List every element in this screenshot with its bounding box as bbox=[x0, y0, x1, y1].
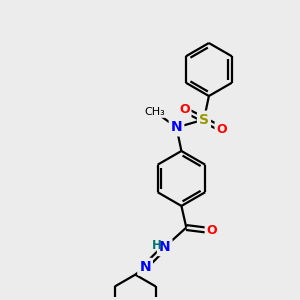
Text: O: O bbox=[179, 103, 190, 116]
Text: H: H bbox=[152, 239, 162, 252]
Text: O: O bbox=[216, 123, 227, 136]
Text: N: N bbox=[139, 260, 151, 274]
Text: CH₃: CH₃ bbox=[145, 107, 165, 117]
Text: N: N bbox=[159, 240, 170, 254]
Text: O: O bbox=[206, 224, 217, 237]
Text: S: S bbox=[199, 112, 209, 127]
Text: N: N bbox=[171, 120, 182, 134]
